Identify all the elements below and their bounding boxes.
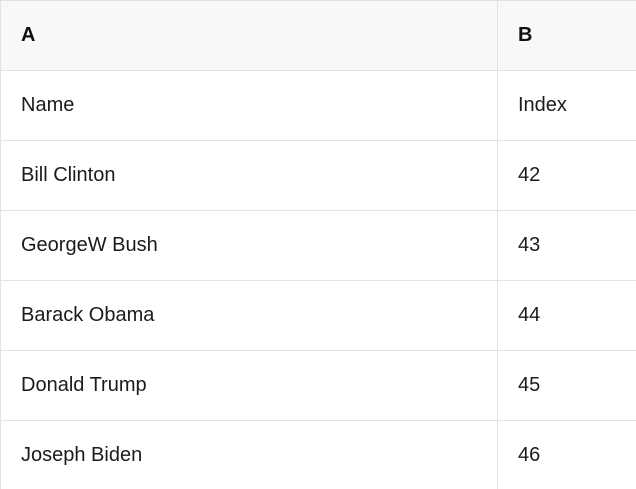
cell-b3[interactable]: 43: [497, 210, 636, 281]
cell-a6-joseph-biden[interactable]: Joseph Biden: [0, 420, 498, 489]
column-header-row: A B: [0, 0, 636, 71]
cell-b5[interactable]: 45: [497, 350, 636, 421]
column-header-a[interactable]: A: [0, 0, 498, 71]
cell-a5-donald-trump[interactable]: Donald Trump: [0, 350, 498, 421]
cell-a2-bill-clinton[interactable]: Bill Clinton: [0, 140, 498, 211]
column-header-b[interactable]: B: [497, 0, 636, 71]
cell-a1-name[interactable]: Name: [0, 70, 498, 141]
table-row: Barack Obama 44: [0, 280, 636, 351]
table-row: Name Index: [0, 70, 636, 141]
table-row: Joseph Biden 46: [0, 420, 636, 489]
table-row: GeorgeW Bush 43: [0, 210, 636, 281]
cell-b2[interactable]: 42: [497, 140, 636, 211]
table-row: Bill Clinton 42: [0, 140, 636, 211]
cell-a4-barack-obama[interactable]: Barack Obama: [0, 280, 498, 351]
cell-a3-georgew-bush[interactable]: GeorgeW Bush: [0, 210, 498, 281]
cell-b6[interactable]: 46: [497, 420, 636, 489]
cell-b4[interactable]: 44: [497, 280, 636, 351]
cell-b1-index[interactable]: Index: [497, 70, 636, 141]
table-row: Donald Trump 45: [0, 350, 636, 421]
